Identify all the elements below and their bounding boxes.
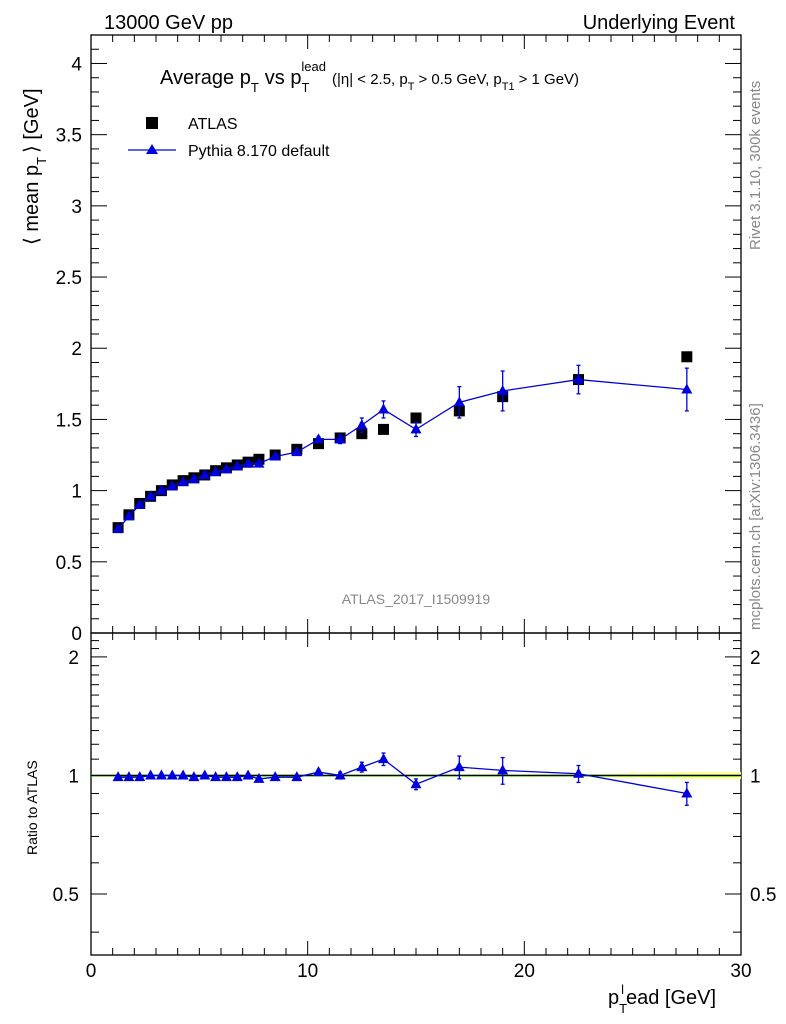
pythia-ratio-point-10	[220, 771, 232, 782]
pythia-point-7	[188, 473, 200, 484]
atlas-point-16	[313, 438, 324, 450]
y-ratio-tick-label-right-0.5: 0.5	[750, 885, 776, 906]
pythia-ratio-point-11	[231, 771, 243, 782]
y-main-tick-label-3: 3	[71, 197, 82, 218]
x-tick-label-0: 0	[86, 961, 97, 982]
header-left-label: 13000 GeV pp	[104, 12, 233, 34]
data-marks	[112, 351, 693, 806]
x-tick-label-30: 30	[730, 961, 751, 982]
x-axis-title: pTl ead [GeV]	[608, 982, 716, 1016]
pythia-ratio-point-8	[199, 769, 211, 780]
ratio-uncertainty-band	[91, 772, 741, 779]
pythia-point-23	[573, 373, 584, 384]
axis-ticks: 0 10 20 30 0 0.5 1 1.5 2 2.5 3 3.5 4 0.5 0.5 1 1 2 2	[53, 34, 776, 982]
pythia-ratio-point-12	[242, 769, 254, 780]
legend-atlas-marker	[146, 117, 158, 129]
y-ratio-tick-label-0.5: 0.5	[53, 885, 79, 906]
pythia-ratio-point-14	[269, 771, 281, 782]
pythia-point-17	[334, 433, 346, 444]
y-ratio-tick-label-1: 1	[68, 766, 79, 787]
y-ratio-tick-label-2: 2	[68, 648, 79, 669]
ratio-plot-frame	[90, 632, 742, 956]
pythia-point-0	[112, 523, 124, 534]
pythia-point-24	[681, 383, 693, 394]
y-main-tick-label-2.5: 2.5	[56, 268, 82, 289]
x-tick-label-20: 20	[514, 961, 535, 982]
pythia-point-8	[199, 468, 211, 479]
atlas-point-18	[356, 428, 368, 440]
legend-atlas-label: ATLAS	[188, 116, 238, 133]
pythia-ratio-point-4	[155, 769, 167, 780]
y-main-tick-label-0.5: 0.5	[56, 553, 82, 574]
pythia-point-3	[145, 490, 157, 501]
pythia-ratio-point-3	[145, 769, 157, 780]
pythia-point-15	[291, 446, 303, 457]
pythia-ratio-point-18	[356, 761, 368, 772]
atlas-point-20	[410, 412, 422, 424]
pythia-point-12	[242, 457, 254, 468]
pythia-point-18	[356, 419, 368, 430]
y-axis-main-title: ⟨ mean pT⟩ [GeV]	[21, 88, 49, 245]
y-ratio-tick-label-right-1: 1	[750, 766, 761, 787]
y-main-tick-label-2: 2	[71, 339, 82, 360]
pythia-ratio-point-5	[166, 769, 178, 780]
pythia-point-21	[453, 396, 465, 407]
pythia-point-11	[231, 460, 243, 471]
y-main-tick-label-1.5: 1.5	[56, 410, 82, 431]
pythia-point-4	[155, 484, 167, 495]
pythia-point-16	[313, 433, 324, 444]
pythia-point-20	[410, 423, 422, 434]
plot-title: Average pT vs pTlead(|η| < 2.5, pT > 0.5 G…	[160, 59, 579, 95]
atlas-point-19	[378, 423, 389, 435]
y-main-tick-label-3.5: 3.5	[56, 126, 82, 147]
pythia-point-9	[210, 466, 222, 477]
pythia-ratio-point-19	[378, 753, 389, 764]
mcplots-info-label: mcplots.cern.ch [arXiv:1306.3436]	[747, 403, 764, 630]
pythia-point-14	[269, 450, 281, 461]
pythia-point-6	[177, 476, 189, 487]
pythia-ratio-point-6	[177, 769, 189, 780]
pythia-ratio-point-7	[188, 771, 200, 782]
header-right-label: Underlying Event	[583, 12, 736, 34]
analysis-label: ATLAS_2017_I1509919	[342, 591, 491, 607]
pythia-point-5	[166, 480, 178, 491]
pythia-ratio-point-16	[313, 766, 324, 777]
pythia-ratio-point-24	[681, 787, 693, 798]
pythia-ratio-point-22	[497, 764, 509, 775]
atlas-point-24	[681, 351, 693, 363]
x-tick-label-10: 10	[297, 961, 318, 982]
pythia-ratio-point-17	[334, 769, 346, 780]
legend-mc-marker	[146, 144, 158, 154]
pythia-ratio-point-23	[573, 767, 584, 778]
pythia-point-19	[378, 403, 389, 414]
y-main-tick-label-0: 0	[71, 624, 82, 645]
pythia-point-13	[253, 457, 265, 468]
pythia-ratio-point-9	[210, 771, 222, 782]
pythia-point-2	[134, 498, 146, 509]
pythia-ratio-point-13	[253, 772, 265, 783]
pythia-ratio-point-1	[123, 771, 135, 782]
pythia-ratio-point-0	[112, 771, 124, 782]
y-main-tick-label-1: 1	[71, 482, 82, 503]
legend-mc-label: Pythia 8.170 default	[188, 143, 330, 160]
pythia-point-10	[220, 463, 232, 474]
pythia-point-1	[123, 510, 135, 521]
pythia-ratio-point-21	[453, 761, 465, 772]
pythia-ratio-point-2	[134, 771, 146, 782]
pythia-ratio-point-15	[291, 771, 303, 782]
y-ratio-tick-label-right-2: 2	[750, 648, 761, 669]
rivet-info-label: Rivet 3.1.10, 300k events	[747, 81, 764, 250]
pythia-main-line	[117, 378, 687, 530]
y-axis-ratio-title: Ratio to ATLAS	[24, 760, 40, 855]
pythia-ratio-point-20	[410, 778, 422, 789]
pythia-point-22	[497, 384, 509, 395]
y-main-tick-label-4: 4	[71, 54, 82, 75]
